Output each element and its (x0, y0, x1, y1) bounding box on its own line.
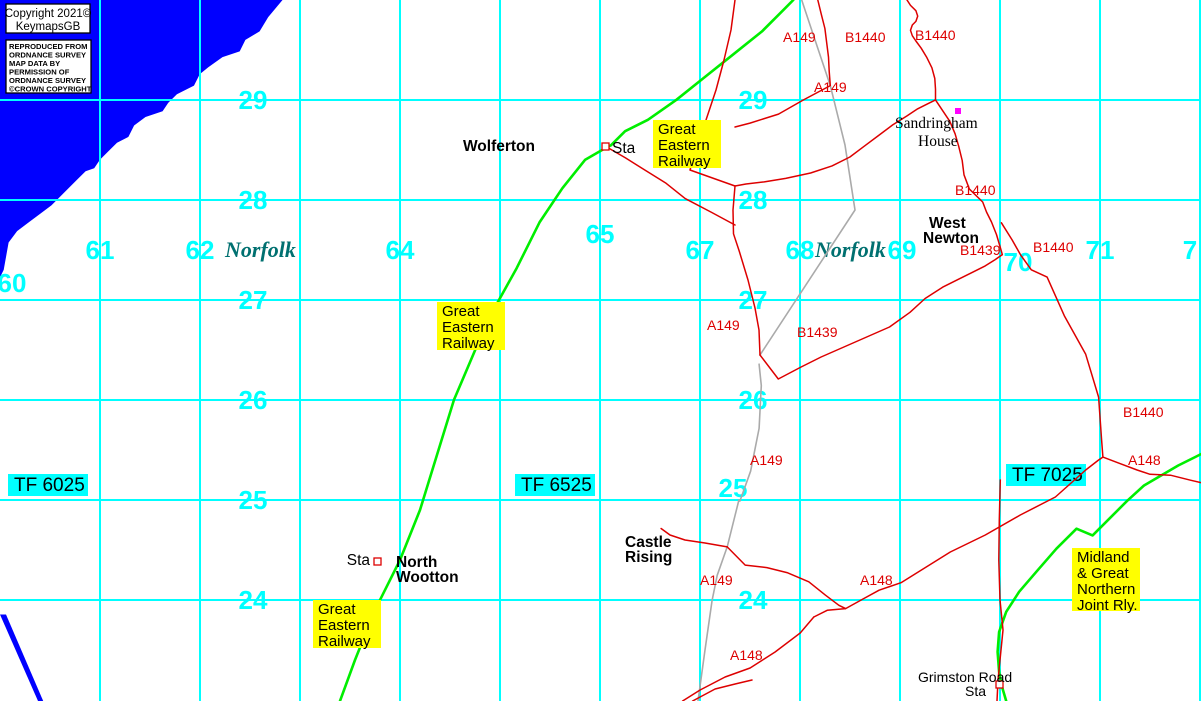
svg-text:25: 25 (719, 473, 748, 503)
svg-text:24: 24 (739, 585, 768, 615)
svg-text:Wootton: Wootton (396, 569, 459, 586)
svg-text:Wolferton: Wolferton (463, 138, 535, 155)
svg-text:71: 71 (1086, 235, 1115, 265)
svg-text:Midland: Midland (1077, 549, 1130, 566)
svg-text:69: 69 (888, 235, 917, 265)
svg-text:Norfolk: Norfolk (814, 237, 886, 262)
svg-text:B1439: B1439 (797, 324, 838, 340)
svg-text:Railway: Railway (442, 335, 495, 352)
svg-text:& Great: & Great (1077, 565, 1130, 582)
svg-text:68: 68 (786, 235, 815, 265)
svg-text:Eastern: Eastern (318, 617, 370, 634)
svg-text:27: 27 (239, 285, 268, 315)
svg-text:62: 62 (186, 235, 215, 265)
svg-text:Eastern: Eastern (442, 319, 494, 336)
svg-text:A148: A148 (730, 647, 763, 663)
svg-text:Copyright 2021©: Copyright 2021© (5, 8, 92, 20)
svg-text:A149: A149 (700, 572, 733, 588)
svg-text:B1440: B1440 (1033, 239, 1074, 255)
svg-text:29: 29 (739, 85, 768, 115)
svg-text:A149: A149 (750, 452, 783, 468)
svg-text:Sta: Sta (965, 683, 986, 699)
svg-text:28: 28 (739, 185, 768, 215)
svg-text:A149: A149 (814, 79, 847, 95)
svg-text:29: 29 (239, 85, 268, 115)
svg-text:Eastern: Eastern (658, 137, 710, 154)
svg-text:Rising: Rising (625, 549, 672, 566)
svg-text:B1440: B1440 (845, 29, 886, 45)
svg-text:KeymapsGB: KeymapsGB (16, 21, 81, 33)
svg-text:B1439: B1439 (960, 242, 1001, 258)
svg-text:Northern: Northern (1077, 581, 1135, 598)
svg-text:A148: A148 (1128, 452, 1161, 468)
svg-text:7: 7 (1183, 235, 1197, 265)
svg-text:65: 65 (586, 219, 615, 249)
svg-text:60: 60 (0, 268, 26, 298)
svg-text:Sandringham: Sandringham (895, 115, 978, 132)
svg-text:61: 61 (86, 235, 115, 265)
svg-text:©CROWN COPYRIGHT: ©CROWN COPYRIGHT (9, 85, 92, 94)
svg-text:TF 6025: TF 6025 (14, 475, 85, 496)
svg-text:64: 64 (386, 235, 415, 265)
svg-text:B1440: B1440 (1123, 404, 1164, 420)
svg-text:Great: Great (318, 601, 356, 618)
svg-text:B1440: B1440 (955, 182, 996, 198)
svg-text:A149: A149 (707, 317, 740, 333)
svg-text:Sta: Sta (347, 552, 371, 569)
svg-text:28: 28 (239, 185, 268, 215)
svg-text:House: House (918, 133, 958, 150)
svg-text:A149: A149 (783, 29, 816, 45)
svg-text:24: 24 (239, 585, 268, 615)
svg-text:25: 25 (239, 485, 268, 515)
svg-text:A148: A148 (860, 572, 893, 588)
svg-text:Sta: Sta (612, 140, 636, 157)
svg-text:Great: Great (658, 121, 696, 138)
svg-text:Railway: Railway (658, 153, 711, 170)
svg-text:26: 26 (739, 385, 768, 415)
svg-text:Railway: Railway (318, 633, 371, 650)
svg-text:B1440: B1440 (915, 27, 956, 43)
svg-text:Joint Rly.: Joint Rly. (1077, 597, 1138, 614)
svg-text:Great: Great (442, 303, 480, 320)
svg-text:67: 67 (686, 235, 715, 265)
svg-text:TF 6525: TF 6525 (521, 475, 592, 496)
svg-text:26: 26 (239, 385, 268, 415)
svg-text:Norfolk: Norfolk (224, 237, 296, 262)
